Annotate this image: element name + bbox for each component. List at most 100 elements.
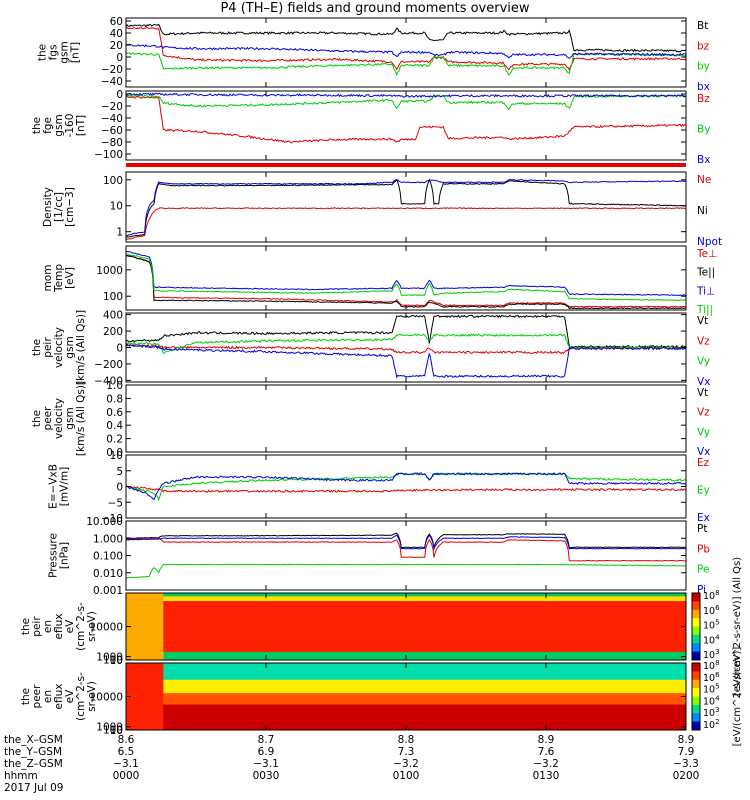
- y-axis-label: the: [31, 117, 43, 134]
- legend-entry: Pb: [697, 543, 710, 555]
- footer-label: the_Y–GSM: [4, 746, 63, 758]
- colorbar-label: [eV/(cm^2-s-sr-eV)] (All Qs): [732, 557, 743, 696]
- y-axis-label: [mV/m]: [59, 467, 71, 506]
- y-axis-label: peer: [42, 406, 54, 431]
- x-tick-value: −3.1: [253, 758, 279, 770]
- panel-temperature: Te⊥ Te|| Ti⊥ Ti|| 1000 100 mom Temp [eV]: [42, 245, 717, 316]
- legend-entry: Ez: [697, 457, 710, 469]
- x-tick-value: 7.6: [537, 746, 555, 758]
- x-tick-value: 0100: [392, 770, 420, 782]
- series-line-Bz: [125, 95, 687, 144]
- legend-entry: Bz: [697, 93, 710, 105]
- legend-entry: Pt: [697, 523, 707, 535]
- y-tick-label: 10000: [90, 622, 123, 634]
- colorbar-tick-label: 104: [703, 633, 720, 646]
- y-axis-label: sr-eV): [86, 611, 98, 642]
- y-tick-label: −40: [101, 76, 123, 88]
- y-axis-label: [km/s (All Qs)]: [75, 381, 87, 456]
- y-axis-label: the: [20, 618, 32, 635]
- y-tick-label: 0: [116, 52, 123, 64]
- legend-entry: Pe: [697, 564, 709, 576]
- y-axis-label: [1/cc]: [53, 192, 65, 222]
- y-tick-label: −100: [94, 149, 123, 161]
- y-axis-label: [nPa]: [59, 542, 71, 569]
- colorbar-frame: [691, 592, 701, 661]
- y-axis-label: fge: [42, 117, 54, 134]
- y-axis-label: the: [31, 339, 43, 356]
- y-tick-label: 1.0: [106, 380, 123, 392]
- y-axis-label: gsm: [64, 336, 76, 358]
- y-tick-label: 1000: [96, 652, 123, 664]
- x-tick-label: 8.6 6.5 −3.1 0000: [106, 734, 146, 782]
- x-tick-value: 8.8: [397, 734, 415, 746]
- legend-entry: bx: [697, 81, 710, 93]
- colorbar-segment: [692, 626, 700, 636]
- colorbar-label: [eV/(cm^2-s-sr-eV)]: [732, 647, 743, 747]
- y-axis-label: (cm^2-s-: [75, 672, 87, 721]
- x-tick-value: 0030: [252, 770, 280, 782]
- legend-entry: Bx: [697, 154, 710, 166]
- x-tick-value: 6.9: [257, 746, 275, 758]
- y-axis-label: Density: [42, 187, 54, 227]
- x-tick-value: −3.2: [533, 758, 559, 770]
- y-tick-label: −10: [101, 513, 123, 525]
- colorbar-segment: [692, 679, 700, 689]
- spectrogram-bands: [126, 593, 687, 660]
- spectrogram-bands: [126, 663, 686, 730]
- y-tick-label: 1000: [96, 265, 123, 277]
- x-tick-value: 0130: [532, 770, 560, 782]
- series-line-by: [125, 52, 687, 77]
- x-tick-value: 0000: [112, 770, 140, 782]
- y-axis-label: Pressure: [48, 533, 60, 578]
- legend-entry: Te⊥: [696, 248, 717, 260]
- x-tick-label: 8.7 6.9 −3.1 0030: [246, 734, 286, 782]
- series-line-bz: [125, 26, 687, 71]
- y-axis-label: peir: [31, 616, 43, 637]
- colorbar-tick-label: 108: [703, 589, 720, 602]
- y-tick-label: 10000: [90, 692, 123, 704]
- series-line-Te||: [125, 254, 687, 310]
- y-axis-label: [km/s (All Qs)]: [75, 310, 87, 385]
- legend-entry: Npot: [697, 236, 722, 248]
- y-tick-label: 10.000: [86, 516, 123, 528]
- y-axis-label: mom: [42, 265, 54, 292]
- series-line-Ti||: [126, 253, 687, 301]
- panel-frame: [125, 384, 687, 453]
- y-tick-label: 100: [103, 175, 123, 187]
- y-tick-label: 1.000: [93, 533, 123, 545]
- y-tick-label: 0.2: [106, 434, 123, 446]
- legend-entry: Bt: [697, 20, 708, 32]
- series-line-Bt: [125, 23, 687, 53]
- y-axis-label: en: [42, 690, 54, 703]
- y-tick-label: 40: [110, 28, 123, 40]
- y-tick-label: 10: [110, 201, 123, 213]
- series-line-Vt: [125, 314, 687, 349]
- legend-entry: Vy: [697, 426, 710, 438]
- y-tick-label: −5: [108, 497, 123, 509]
- y-axis-label: gsm: [53, 114, 65, 136]
- y-axis-label: [nT]: [75, 115, 87, 136]
- colorbar-segment: [692, 593, 700, 602]
- legend-entry: Vx: [697, 446, 710, 458]
- legend-entry: bz: [697, 40, 710, 52]
- x-tick-value: 8.9: [677, 734, 695, 746]
- x-tick-value: 0200: [672, 770, 700, 782]
- y-axis-label: [cm−3]: [64, 187, 76, 227]
- series-line-Pb: [125, 537, 687, 562]
- y-axis-label: velocity: [53, 327, 65, 368]
- colorbar-segment: [692, 721, 700, 731]
- y-tick-label: 0: [116, 89, 123, 101]
- x-tick-value: 7.3: [397, 746, 415, 758]
- legend-entry: By: [697, 124, 710, 136]
- series-line-Pt: [125, 532, 687, 550]
- series-line-Ne: [126, 207, 687, 240]
- x-tick-label: 8.9 7.9 −3.3 0200: [666, 734, 706, 782]
- series-line-Pi: [125, 534, 687, 551]
- y-tick-label: 0: [116, 343, 123, 355]
- y-axis-label: velocity: [53, 398, 65, 439]
- y-tick-label: 0.001: [93, 585, 123, 597]
- colorbar-segment: [692, 609, 700, 619]
- y-axis-label: eflux: [53, 614, 65, 640]
